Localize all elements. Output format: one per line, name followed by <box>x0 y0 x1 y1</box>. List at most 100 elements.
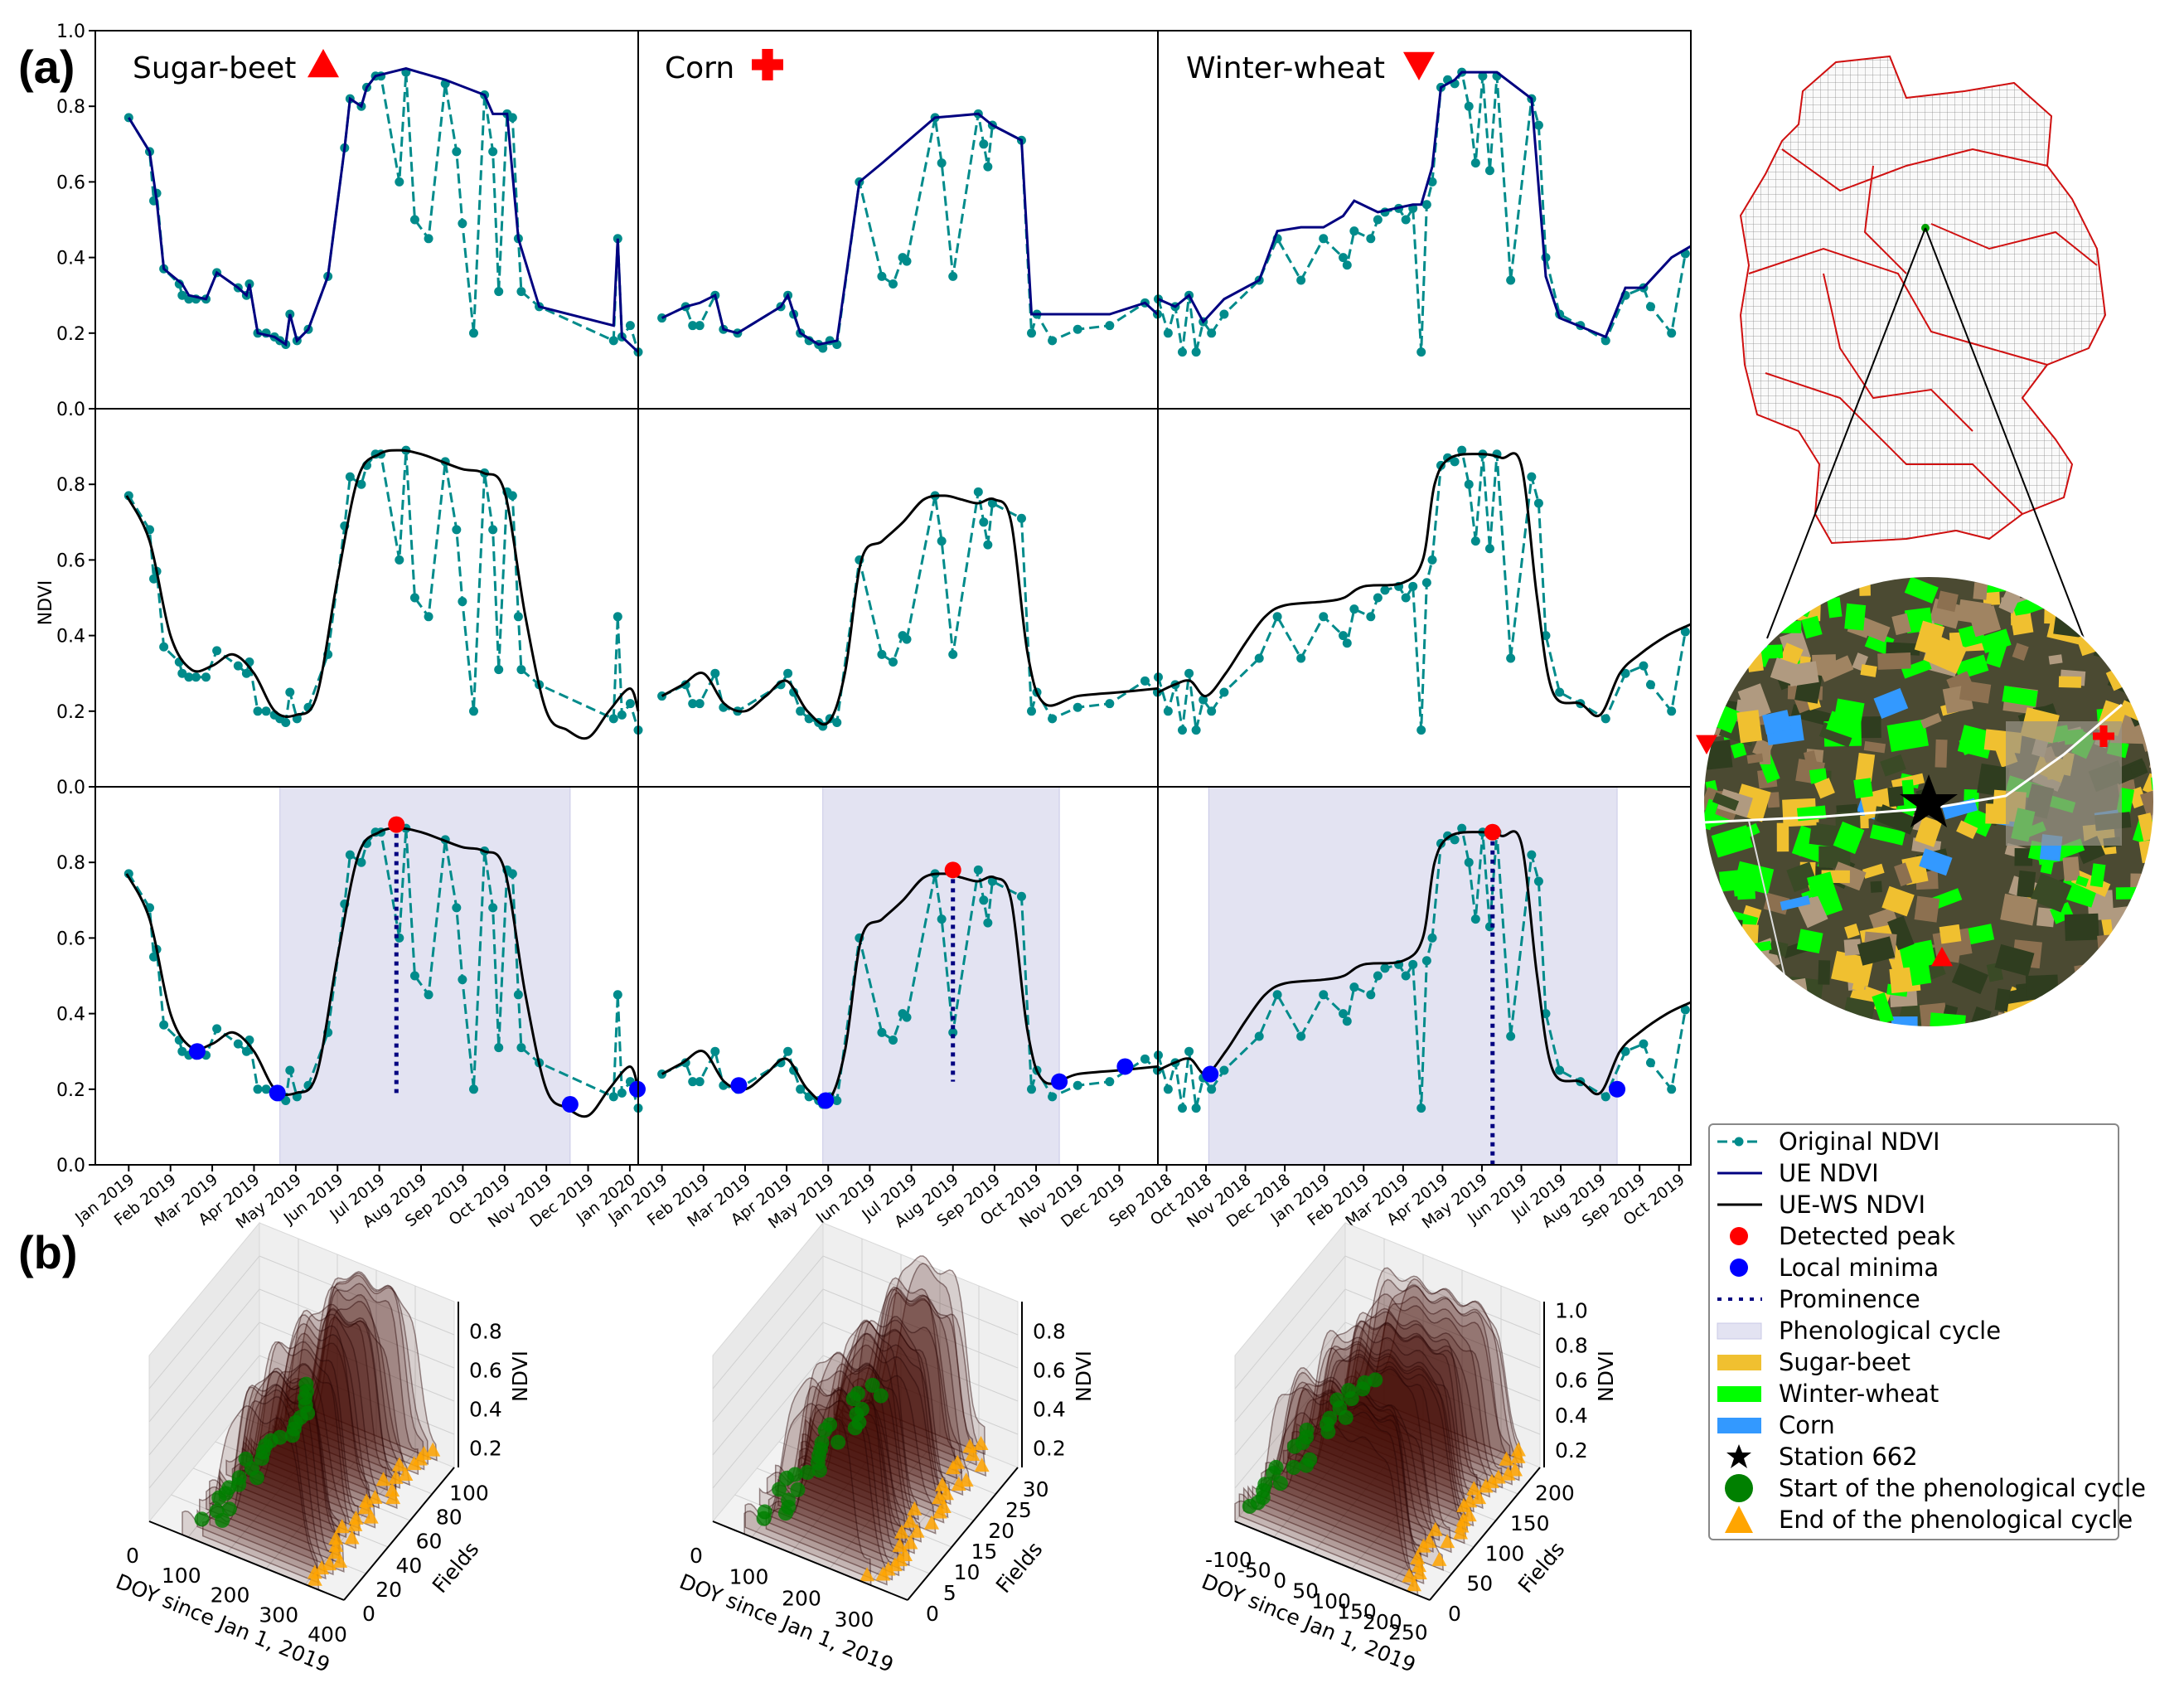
legend-label: Detected peak <box>1779 1222 1955 1250</box>
field-parcel <box>2116 965 2138 984</box>
grid-line <box>829 1270 941 1569</box>
end-of-cycle-marker <box>367 1489 383 1504</box>
original-ndvi-point <box>1163 1084 1173 1094</box>
fields-axis <box>907 1467 1019 1601</box>
original-ndvi-point <box>452 147 462 157</box>
crop-title: Corn <box>665 51 734 85</box>
original-ndvi-point <box>1667 1084 1677 1094</box>
legend-end-icon <box>1725 1506 1753 1533</box>
original-ndvi-point <box>1140 676 1150 686</box>
field-parcel <box>2127 1000 2152 1027</box>
y-tick-label: 0.4 <box>56 249 85 269</box>
legend-item: Phenological cycle <box>1717 1317 2001 1345</box>
start-of-cycle-marker <box>1320 1424 1336 1439</box>
legend-item: Sugar-beet <box>1717 1348 1910 1376</box>
original-ndvi-point <box>1478 71 1488 81</box>
end-of-cycle-marker <box>932 1504 947 1519</box>
end-of-cycle-marker <box>973 1436 989 1451</box>
field-parcel <box>2109 1016 2138 1027</box>
field-parcel <box>2010 613 2034 636</box>
y-tick-label: 0.2 <box>56 1080 85 1101</box>
field-parcel <box>1712 1029 1748 1065</box>
original-ndvi-point <box>973 865 983 875</box>
field-parcel <box>2049 1035 2074 1068</box>
end-of-cycle-marker <box>1471 1490 1487 1505</box>
start-of-cycle-marker <box>1242 1498 1257 1514</box>
field-parcel <box>2128 969 2154 992</box>
original-ndvi-point <box>1272 612 1282 622</box>
original-ndvi-point <box>1373 215 1383 225</box>
back-pane <box>822 1222 1019 1468</box>
original-ndvi-point <box>1533 876 1543 886</box>
ue-ndvi-line <box>661 112 1159 347</box>
field-ndvi-surface <box>1252 1371 1422 1569</box>
field-parcel <box>2153 969 2154 993</box>
legend-item: Winter-wheat <box>1717 1380 1939 1408</box>
original-ndvi-point <box>281 717 291 727</box>
end-of-cycle-marker <box>893 1524 909 1539</box>
doy-axis <box>712 1521 908 1601</box>
start-of-cycle-marker <box>211 1490 227 1506</box>
end-of-cycle-marker <box>1453 1525 1469 1540</box>
original-ndvi-point <box>507 113 517 123</box>
original-ndvi-point <box>1533 498 1543 508</box>
start-of-cycle-marker <box>847 1420 863 1436</box>
field-parcel <box>1721 604 1744 638</box>
phenological-cycle-band <box>822 786 1060 1166</box>
field-parcel <box>1862 863 1885 879</box>
crop-marker-icon <box>1403 51 1435 80</box>
field-parcel <box>1857 936 1896 966</box>
field-parcel <box>1703 937 1725 951</box>
field-parcel <box>1818 846 1851 868</box>
start-of-cycle-marker <box>790 1482 806 1497</box>
field-parcel <box>2062 856 2080 882</box>
original-ndvi-point <box>253 1084 263 1094</box>
original-ndvi-point <box>458 219 467 229</box>
original-ndvi-point <box>1620 668 1630 678</box>
legend-item: Detected peak <box>1730 1222 1955 1250</box>
local-minimum-point <box>817 1092 835 1109</box>
field-parcel <box>2036 907 2056 928</box>
field-parcel <box>2159 971 2184 998</box>
end-of-cycle-marker <box>406 1456 422 1471</box>
field-parcel <box>1710 589 1735 612</box>
field-parcel <box>1833 821 1865 855</box>
field-parcel <box>2025 974 2059 997</box>
legend-item: Corn <box>1717 1411 1835 1439</box>
original-ndvi-point <box>1421 956 1431 966</box>
field-parcel <box>2002 686 2038 707</box>
original-ndvi-point <box>488 525 498 535</box>
field-parcel <box>1939 924 1962 944</box>
field-parcel <box>1714 981 1757 1017</box>
original-ndvi-point <box>212 1024 222 1034</box>
grid-line <box>226 1254 338 1554</box>
field-parcel <box>2093 576 2116 591</box>
original-ndvi-line <box>661 492 1159 729</box>
original-ndvi-line <box>128 72 640 353</box>
original-ndvi-point <box>783 668 793 678</box>
end-of-cycle-marker <box>344 1530 360 1545</box>
field-parcel <box>2064 913 2099 941</box>
field-parcel <box>1732 874 1747 897</box>
original-ndvi-point <box>1048 714 1058 724</box>
field-parcel <box>1814 1011 1840 1027</box>
ndvi-tick-label: 1.0 <box>1555 1299 1588 1323</box>
end-of-cycle-marker <box>398 1467 414 1482</box>
end-of-cycle-marker <box>1510 1448 1526 1463</box>
original-ndvi-point <box>1163 328 1173 338</box>
doy-tick-label: 100 <box>1311 1589 1351 1613</box>
original-ndvi-point <box>617 1088 627 1098</box>
field-ndvi-surface <box>1325 1322 1491 1498</box>
end-of-cycle-marker <box>359 1493 375 1508</box>
field-parcel <box>2082 627 2106 638</box>
field-parcel <box>1852 981 1866 992</box>
field-parcel <box>2102 602 2116 630</box>
grid-line <box>790 1254 902 1554</box>
original-ndvi-point <box>488 903 498 913</box>
original-ndvi-point <box>948 649 958 659</box>
legend-original-dot <box>1734 1137 1744 1147</box>
original-ndvi-point <box>1296 275 1306 285</box>
doy-tick-label: 400 <box>308 1622 347 1647</box>
start-of-cycle-marker <box>1355 1381 1371 1397</box>
field-parcel <box>1887 785 1908 808</box>
